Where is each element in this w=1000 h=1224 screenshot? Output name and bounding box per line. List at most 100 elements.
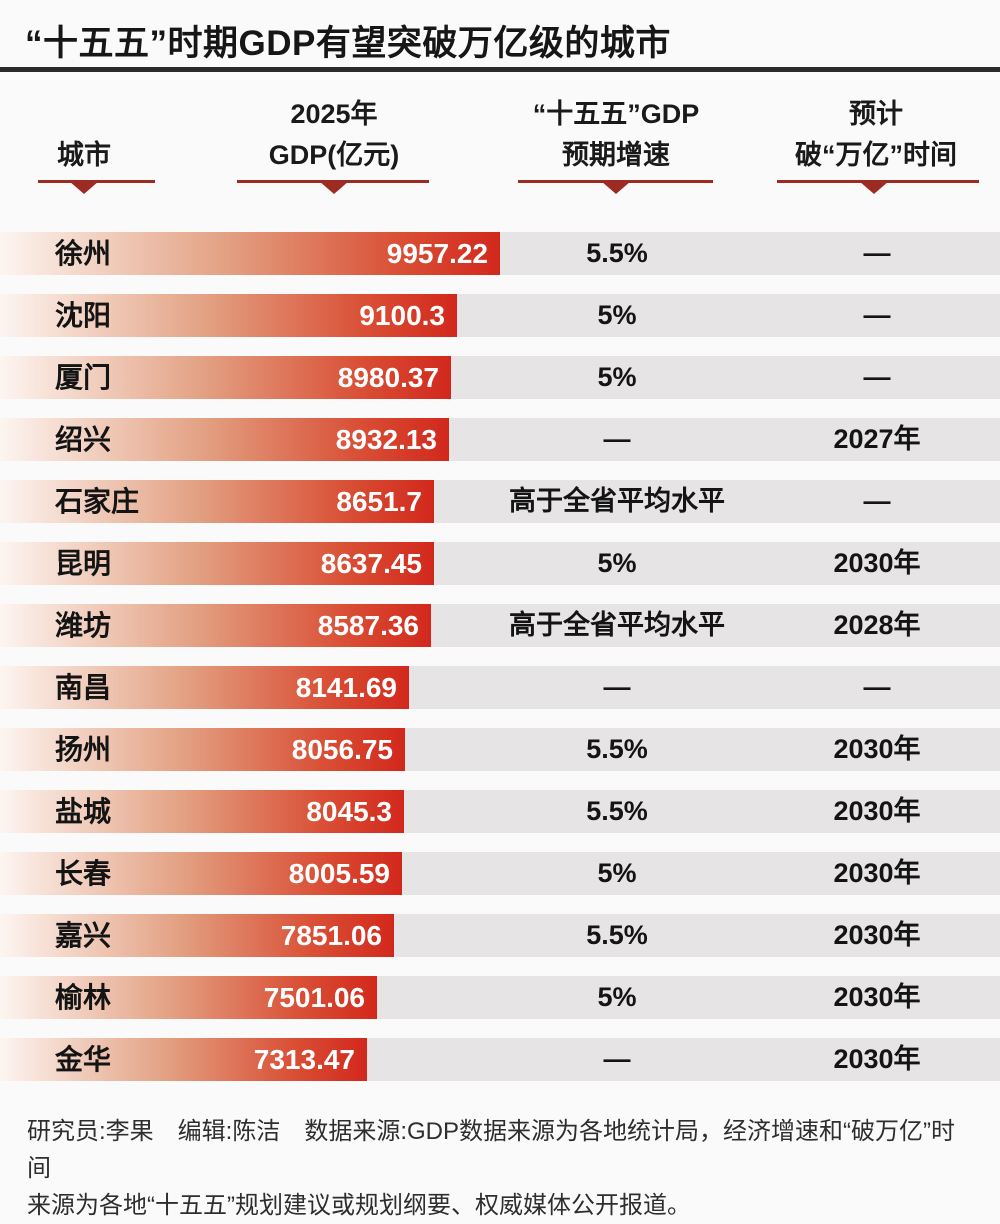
- source-note-line2: 来源为各地“十五五”规划建议或规划纲要、权威媒体公开报道。: [27, 1192, 691, 1219]
- breakthrough-year: 2030年: [833, 858, 921, 888]
- breakthrough-year: —: [863, 362, 891, 392]
- gdp-value: 8980.37: [337, 361, 439, 393]
- expected-growth: 5%: [597, 362, 637, 392]
- gdp-value: 8587.36: [317, 609, 419, 641]
- city-name: 石家庄: [55, 486, 140, 517]
- expected-growth: 高于全省平均水平: [509, 486, 725, 516]
- table-row: 7313.47 金华 — 2030年: [0, 1038, 1000, 1081]
- table-row: 8141.69 南昌 — —: [0, 666, 1000, 709]
- gdp-value: 8932.13: [335, 423, 437, 455]
- city-name: 徐州: [55, 238, 112, 269]
- down-triangle-icon: [319, 181, 349, 194]
- column-header-line1: 2025年: [290, 99, 378, 129]
- table-row: 8005.59 长春 5% 2030年: [0, 852, 1000, 895]
- expected-growth: —: [603, 1044, 631, 1074]
- gdp-value: 7501.06: [263, 981, 365, 1013]
- breakthrough-year: —: [863, 672, 891, 702]
- column-header-line2: 预期增速: [562, 140, 670, 170]
- table-row: 8637.45 昆明 5% 2030年: [0, 542, 1000, 585]
- expected-growth: 5%: [597, 858, 637, 888]
- expected-growth: 5.5%: [586, 796, 648, 826]
- column-header-line1: 预计: [849, 99, 903, 129]
- city-name: 沈阳: [55, 300, 112, 331]
- down-triangle-icon: [601, 181, 631, 194]
- city-name: 绍兴: [55, 424, 112, 455]
- gdp-bar: 8005.59: [0, 852, 402, 895]
- city-name: 盐城: [55, 796, 112, 827]
- breakthrough-year: 2030年: [833, 796, 921, 826]
- breakthrough-year: 2030年: [833, 734, 921, 764]
- breakthrough-year: 2027年: [833, 424, 921, 454]
- table-row: 7501.06 榆林 5% 2030年: [0, 976, 1000, 1019]
- breakthrough-year: 2028年: [833, 610, 921, 640]
- column-header-year: 预计 破“万亿”时间: [751, 88, 1000, 176]
- expected-growth: 5%: [597, 982, 637, 1012]
- table-row: 9100.3 沈阳 5% —: [0, 294, 1000, 337]
- expected-growth: 5.5%: [586, 238, 648, 268]
- gdp-value: 7313.47: [253, 1043, 355, 1075]
- down-triangle-icon: [859, 181, 889, 194]
- gdp-bar: 8932.13: [0, 418, 449, 461]
- breakthrough-year: —: [863, 300, 891, 330]
- expected-growth: 5%: [597, 548, 637, 578]
- city-name: 嘉兴: [55, 920, 112, 951]
- column-header-gdp: 2025年 GDP(亿元): [234, 88, 434, 176]
- table-row: 7851.06 嘉兴 5.5% 2030年: [0, 914, 1000, 957]
- city-name: 扬州: [55, 734, 112, 765]
- city-name: 金华: [55, 1044, 112, 1075]
- gdp-value: 8141.69: [295, 671, 397, 703]
- title-divider: [0, 67, 1000, 72]
- breakthrough-year: 2030年: [833, 1044, 921, 1074]
- expected-growth: 5.5%: [586, 734, 648, 764]
- gdp-bar: 8651.7: [0, 480, 434, 523]
- expected-growth: 5.5%: [586, 920, 648, 950]
- gdp-value: 9957.22: [386, 237, 488, 269]
- breakthrough-year: 2030年: [833, 920, 921, 950]
- gdp-bar: 8637.45: [0, 542, 434, 585]
- gdp-value: 8651.7: [336, 485, 422, 517]
- gdp-value: 8005.59: [288, 857, 390, 889]
- city-name: 榆林: [55, 982, 112, 1013]
- gdp-bar: 8587.36: [0, 604, 431, 647]
- table-row: 8980.37 厦门 5% —: [0, 356, 1000, 399]
- breakthrough-year: 2030年: [833, 982, 921, 1012]
- gdp-bar: 9100.3: [0, 294, 457, 337]
- source-note-line1: 研究员:李果 编辑:陈洁 数据来源:GDP数据来源为各地统计局，经济增速和“破万…: [27, 1118, 955, 1182]
- column-header-growth: “十五五”GDP 预期增速: [491, 88, 741, 176]
- gdp-bar: 8980.37: [0, 356, 451, 399]
- gdp-bar: 7501.06: [0, 976, 377, 1019]
- gdp-bar: 9957.22: [0, 232, 500, 275]
- gdp-value: 8056.75: [291, 733, 393, 765]
- expected-growth: —: [603, 424, 631, 454]
- gdp-bar: 8141.69: [0, 666, 409, 709]
- table-row: 9957.22 徐州 5.5% —: [0, 232, 1000, 275]
- table-row: 8587.36 潍坊 高于全省平均水平 2028年: [0, 604, 1000, 647]
- expected-growth: 高于全省平均水平: [509, 610, 725, 640]
- table-row: 8045.3 盐城 5.5% 2030年: [0, 790, 1000, 833]
- city-name: 潍坊: [55, 610, 112, 641]
- column-header-line1: “十五五”GDP: [532, 99, 700, 129]
- city-name: 厦门: [55, 362, 112, 393]
- column-header-line2: 破“万亿”时间: [795, 140, 957, 170]
- gdp-value: 8637.45: [320, 547, 422, 579]
- gdp-value: 9100.3: [359, 299, 445, 331]
- source-note: 研究员:李果 编辑:陈洁 数据来源:GDP数据来源为各地统计局，经济增速和“破万…: [27, 1113, 977, 1224]
- breakthrough-year: —: [863, 238, 891, 268]
- gdp-value: 7851.06: [280, 919, 382, 951]
- gdp-bar: 8045.3: [0, 790, 404, 833]
- table-row: 8056.75 扬州 5.5% 2030年: [0, 728, 1000, 771]
- city-name: 南昌: [55, 672, 112, 703]
- gdp-bar: 7313.47: [0, 1038, 367, 1081]
- table-row: 8651.7 石家庄 高于全省平均水平 —: [0, 480, 1000, 523]
- column-header-line2: GDP(亿元): [268, 140, 400, 170]
- gdp-bar: 8056.75: [0, 728, 405, 771]
- gdp-bar: 7851.06: [0, 914, 394, 957]
- city-name: 长春: [55, 858, 112, 889]
- gdp-value: 8045.3: [306, 795, 392, 827]
- down-triangle-icon: [69, 181, 99, 194]
- column-header-city: 城市: [12, 88, 156, 176]
- breakthrough-year: —: [863, 486, 891, 516]
- page-title: “十五五”时期GDP有望突破万亿级的城市: [25, 24, 671, 63]
- expected-growth: 5%: [597, 300, 637, 330]
